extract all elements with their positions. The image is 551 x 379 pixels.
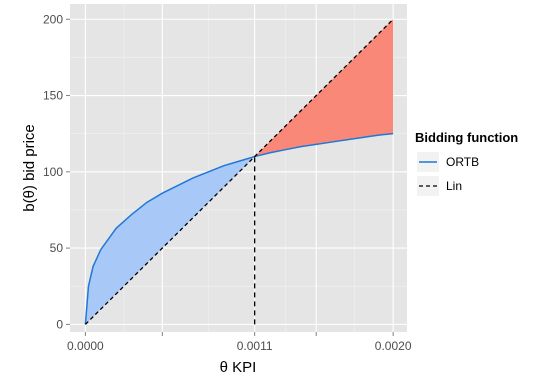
y-tick-label: 50: [50, 241, 64, 255]
series-lines: [84, 18, 394, 325]
legend-label-lin: Lin: [446, 179, 462, 193]
legend-label-ortb: ORTB: [446, 155, 479, 169]
x-tick-label: 0.0020: [375, 339, 412, 353]
y-tick-label: 100: [43, 165, 63, 179]
y-axis: 0 50 100 150 200: [43, 12, 70, 331]
y-tick-label: 200: [43, 12, 63, 26]
x-tick-label: 0.0011: [237, 339, 273, 353]
series-line-ortb: [84, 132, 394, 325]
series-line-lin: [84, 18, 394, 325]
legend-title: Bidding function: [415, 130, 518, 145]
x-axis-title: θ KPI: [220, 359, 257, 376]
x-axis: 0.0000 0.0011 0.0020: [67, 332, 412, 353]
y-tick-label: 0: [56, 317, 63, 331]
legend: Bidding function ORTB Lin: [415, 130, 518, 196]
y-tick-label: 150: [43, 89, 63, 103]
y-axis-title: b(θ) bid price: [21, 124, 38, 212]
x-tick-label: 0.0000: [67, 339, 104, 353]
